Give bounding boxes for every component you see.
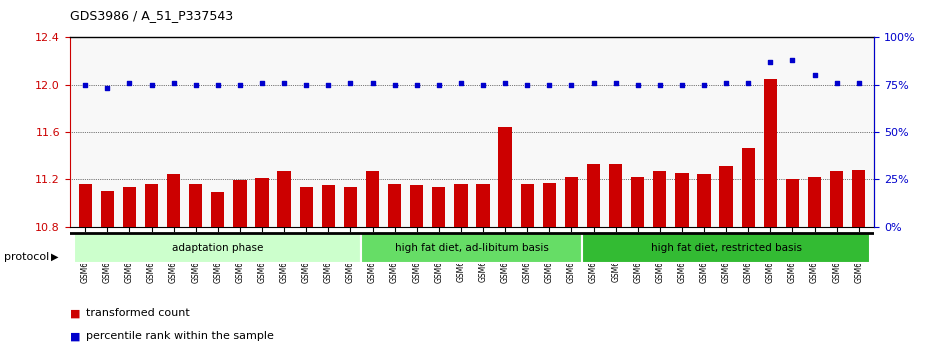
Point	[387, 82, 402, 87]
Bar	[123, 188, 136, 227]
Text: high fat diet, restricted basis: high fat diet, restricted basis	[651, 243, 802, 253]
Point	[321, 82, 336, 87]
Bar	[211, 192, 224, 227]
Point	[232, 82, 247, 87]
Bar	[521, 184, 534, 227]
Point	[498, 80, 512, 85]
Bar	[322, 185, 335, 227]
Point	[697, 82, 711, 87]
Bar	[631, 177, 644, 227]
Point	[674, 82, 689, 87]
Text: high fat diet, ad-libitum basis: high fat diet, ad-libitum basis	[395, 243, 549, 253]
Point	[122, 80, 137, 85]
Point	[851, 80, 866, 85]
Bar	[498, 127, 512, 227]
Point	[741, 80, 756, 85]
Bar	[741, 148, 755, 227]
Bar	[653, 171, 667, 227]
Bar	[432, 188, 445, 227]
Point	[166, 80, 181, 85]
Bar	[365, 171, 379, 227]
Point	[475, 82, 490, 87]
Point	[255, 80, 270, 85]
Text: GDS3986 / A_51_P337543: GDS3986 / A_51_P337543	[70, 9, 232, 22]
Point	[542, 82, 557, 87]
Bar	[388, 184, 401, 227]
Bar	[675, 173, 688, 227]
Point	[277, 80, 292, 85]
Bar	[100, 191, 114, 227]
Point	[586, 80, 601, 85]
Point	[454, 80, 469, 85]
Bar	[233, 181, 246, 227]
Point	[830, 80, 844, 85]
Bar	[145, 184, 158, 227]
Bar	[582, 233, 870, 263]
Text: ■: ■	[70, 331, 80, 341]
Bar	[189, 184, 203, 227]
Bar	[277, 171, 291, 227]
Bar	[299, 188, 312, 227]
Bar	[79, 184, 92, 227]
Bar	[764, 79, 777, 227]
Bar	[476, 184, 490, 227]
Bar	[609, 164, 622, 227]
Point	[520, 82, 535, 87]
Point	[564, 82, 578, 87]
Point	[365, 80, 380, 85]
Text: protocol: protocol	[4, 252, 49, 262]
Point	[100, 85, 114, 91]
Bar	[410, 185, 423, 227]
Point	[719, 80, 734, 85]
Bar	[808, 177, 821, 227]
Point	[807, 72, 822, 78]
Point	[78, 82, 93, 87]
Point	[652, 82, 667, 87]
Point	[299, 82, 313, 87]
Bar	[852, 170, 865, 227]
Text: adaptation phase: adaptation phase	[172, 243, 263, 253]
Point	[144, 82, 159, 87]
Point	[188, 82, 203, 87]
Bar	[587, 164, 600, 227]
Bar	[74, 233, 362, 263]
Bar	[565, 177, 578, 227]
Bar	[830, 171, 844, 227]
Bar	[720, 166, 733, 227]
Bar	[786, 179, 799, 227]
Bar	[454, 184, 468, 227]
Bar	[362, 233, 582, 263]
Point	[763, 59, 777, 65]
Text: transformed count: transformed count	[86, 308, 191, 318]
Point	[608, 80, 623, 85]
Text: ■: ■	[70, 308, 80, 318]
Point	[210, 82, 225, 87]
Bar	[543, 183, 556, 227]
Point	[432, 82, 446, 87]
Point	[631, 82, 645, 87]
Bar	[167, 175, 180, 227]
Point	[785, 57, 800, 63]
Point	[343, 80, 358, 85]
Bar	[344, 188, 357, 227]
Point	[409, 82, 424, 87]
Bar	[256, 178, 269, 227]
Text: percentile rank within the sample: percentile rank within the sample	[86, 331, 274, 341]
Text: ▶: ▶	[51, 252, 59, 262]
Bar	[698, 175, 711, 227]
